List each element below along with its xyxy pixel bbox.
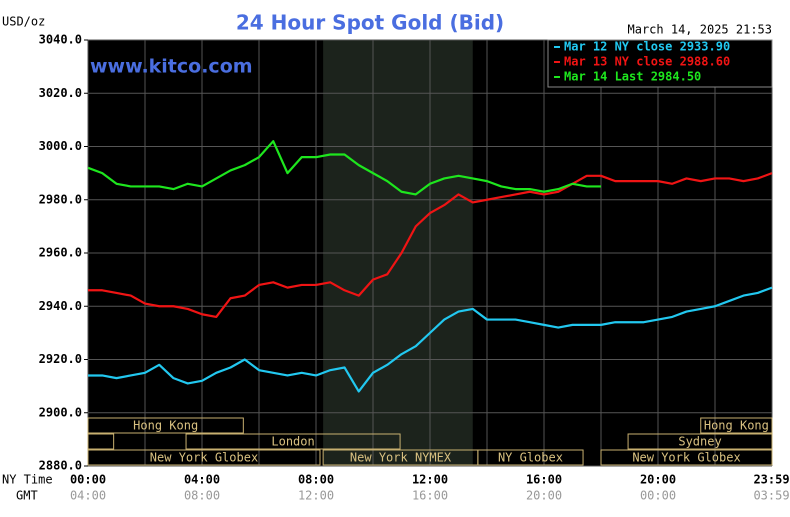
y-tick-label: 2980.0: [39, 192, 82, 206]
session-box: [477, 449, 584, 466]
y-tick-label: 3020.0: [39, 86, 82, 100]
y-tick-label: 3000.0: [39, 139, 82, 153]
x-tick-label-gmt: 16:00: [412, 489, 448, 503]
legend-entry: Mar 14 Last 2984.50: [564, 70, 701, 84]
y-tick-label: 2940.0: [39, 299, 82, 313]
session-box: [600, 449, 773, 466]
y-axis-label: USD/oz: [2, 15, 45, 29]
y-tick-label: 2920.0: [39, 352, 82, 366]
legend-box: [547, 39, 773, 88]
session-box: [87, 449, 321, 466]
y-tick-label: 2880.0: [39, 459, 82, 473]
x-tick-label: 04:00: [184, 473, 220, 487]
session-label: New York NYMEX: [350, 451, 452, 465]
legend-entry: Mar 12 NY close 2933.90: [564, 40, 730, 54]
x-tick-label: 08:00: [298, 473, 334, 487]
series-line: [87, 140, 601, 196]
x-tick-label: 23:59: [753, 473, 789, 487]
session-box: [87, 433, 115, 450]
session-box: [87, 417, 244, 434]
x-tick-label: 00:00: [70, 473, 106, 487]
session-box: [627, 433, 773, 450]
y-tick-label: 3040.0: [39, 33, 82, 47]
x-tick-label-gmt: 08:00: [184, 489, 220, 503]
legend-entry: Mar 13 NY close 2988.60: [564, 55, 730, 69]
session-label: New York Globex: [150, 451, 258, 465]
session-label: NY Globex: [498, 451, 563, 465]
x-row-label: GMT: [16, 489, 38, 503]
x-tick-label-gmt: 12:00: [298, 489, 334, 503]
x-tick-label: 16:00: [526, 473, 562, 487]
chart-title: 24 Hour Spot Gold (Bid): [236, 11, 504, 35]
y-tick-label: 2960.0: [39, 246, 82, 260]
series-line: [88, 172, 773, 318]
session-box: [185, 433, 401, 450]
x-tick-label-gmt: 03:59: [753, 489, 789, 503]
x-row-label: NY Time: [2, 473, 53, 487]
session-label: London: [271, 435, 314, 449]
x-tick-label: 12:00: [412, 473, 448, 487]
timestamp: March 14, 2025 21:53: [628, 23, 773, 37]
x-tick-label-gmt: 00:00: [640, 489, 676, 503]
session-label: Sydney: [678, 435, 721, 449]
session-label: New York Globex: [632, 451, 740, 465]
watermark: www.kitco.com: [90, 56, 253, 78]
session-box: [700, 417, 773, 434]
session-label: Hong Kong: [704, 419, 769, 433]
y-tick-label: 2900.0: [39, 405, 82, 419]
session-label: Hong Kong: [133, 419, 198, 433]
x-tick-label-gmt: 04:00: [70, 489, 106, 503]
x-tick-label-gmt: 20:00: [526, 489, 562, 503]
x-tick-label: 20:00: [640, 473, 676, 487]
series-line: [88, 286, 773, 393]
